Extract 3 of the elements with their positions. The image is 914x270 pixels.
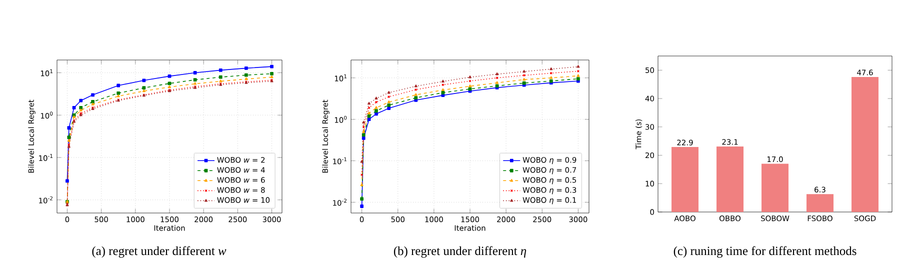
text: (c) runing time for different methods [674,246,856,258]
text: (a) regret under different w [92,246,226,258]
text: (b) regret under different η [394,246,526,258]
